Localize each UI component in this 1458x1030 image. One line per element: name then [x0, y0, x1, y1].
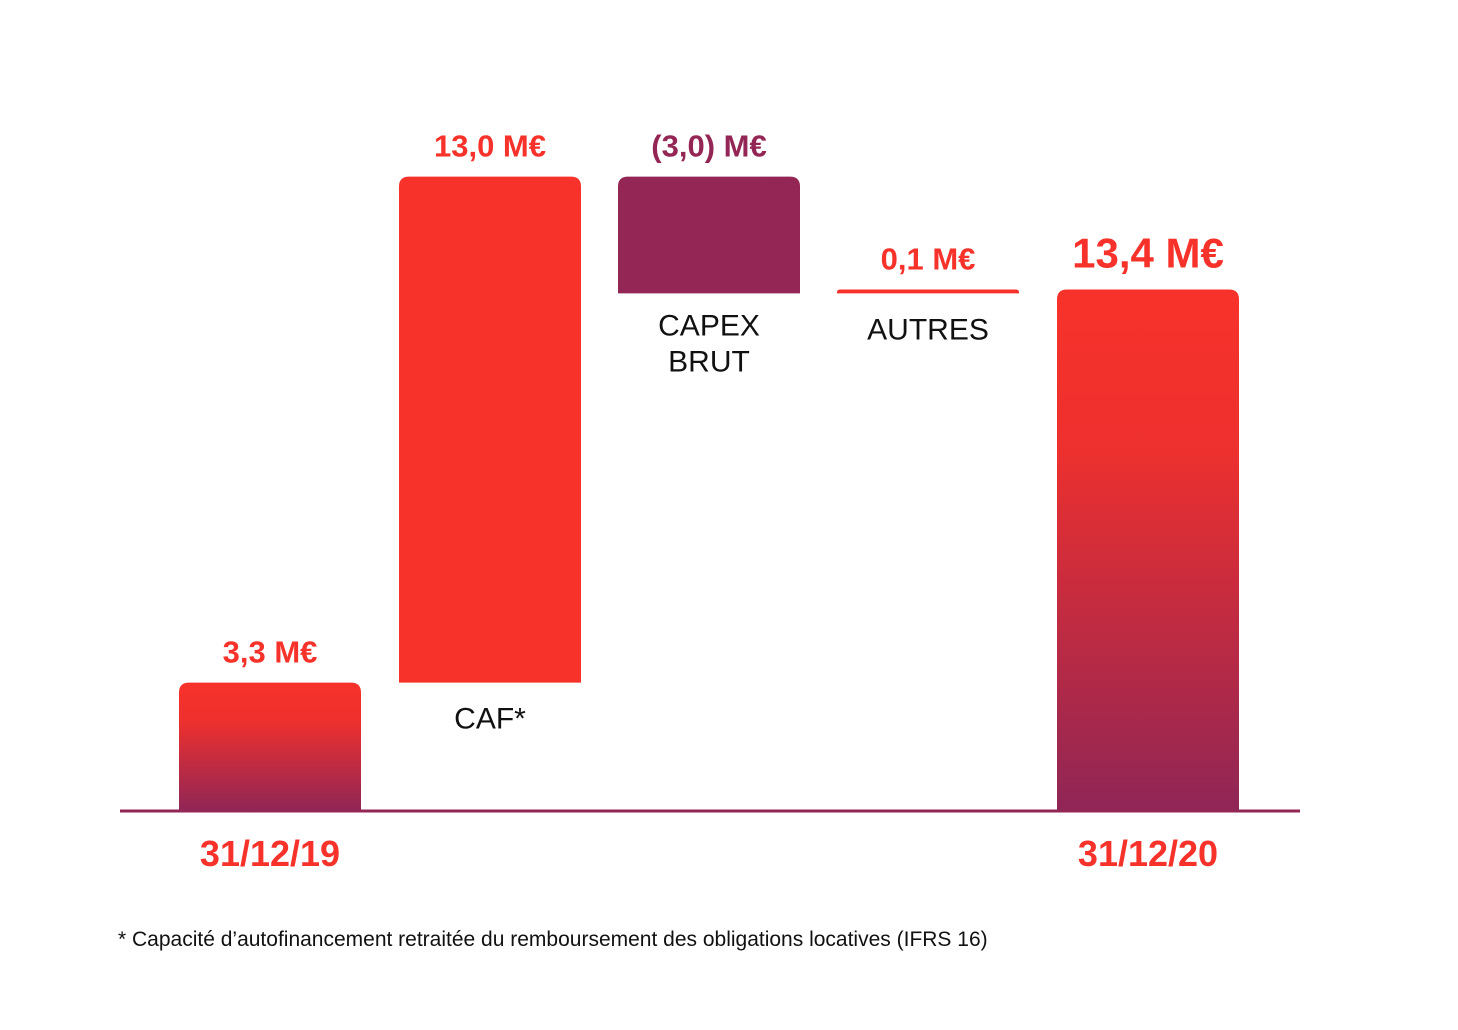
value-label-4: 0,1 M€ [881, 242, 976, 277]
value-label-2: 13,0 M€ [434, 129, 546, 164]
value-label-1: 3,3 M€ [223, 635, 318, 670]
category-label-4: AUTRES [867, 313, 989, 346]
bar-5 [1057, 289, 1239, 811]
category-label-5: 31/12/20 [1078, 833, 1218, 874]
value-label-5: 13,4 M€ [1072, 230, 1224, 277]
category-label-3-line-2: BRUT [668, 345, 750, 378]
bar-3 [618, 176, 800, 294]
bar-1 [179, 682, 361, 811]
value-label-3: (3,0) M€ [651, 129, 766, 164]
category-label-3-line-1: CAPEX [658, 309, 760, 342]
bar-2 [399, 176, 581, 683]
category-label-1: 31/12/19 [200, 833, 340, 874]
category-label-2: CAF* [454, 703, 526, 736]
footnote: * Capacité d’autofinancement retraitée d… [118, 928, 988, 951]
bar-4 [837, 289, 1019, 294]
